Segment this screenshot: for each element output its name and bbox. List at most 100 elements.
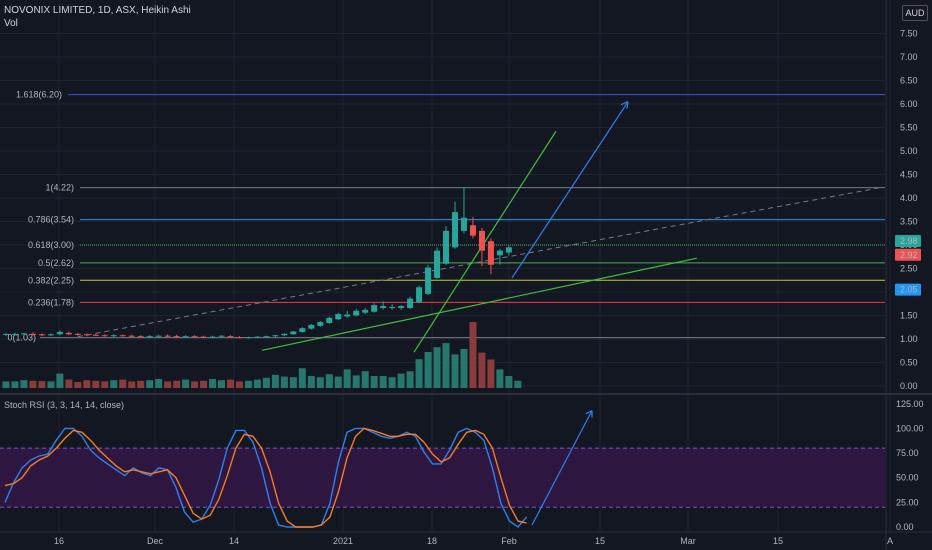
time-tick-label: 15 [595,536,605,546]
fib-label: 0.5(2.62) [38,258,74,268]
volume-bar [289,377,297,388]
candle-body [487,241,494,265]
volume-bar [218,380,226,388]
candle-body [335,314,342,320]
volume-bar [110,380,118,388]
rsi-arrow-head [585,410,593,418]
candle-body [434,250,441,278]
price-tick-label: 3.50 [900,217,918,227]
volume-bar [361,371,369,388]
price-label: 2.92 [900,250,918,260]
rsi-tick-label: 0.00 [896,522,914,532]
volume-bar [65,379,73,388]
candle-body [83,334,90,336]
volume-bar [101,381,109,388]
volume-bar [20,380,28,388]
candle-body [245,337,252,339]
price-label-badge [895,283,921,296]
volume-bar [397,373,405,388]
candle-body [182,336,189,338]
candle-body [469,225,476,236]
time-tick-label: 18 [427,536,437,546]
price-tick-label: 7.00 [900,52,918,62]
volume-bar [379,376,387,388]
candle-body [362,309,369,313]
time-tick-label: Feb [501,536,517,546]
green-support-line [261,257,698,351]
volume-bar [316,377,324,388]
volume-bar [469,322,477,388]
volume-bar [11,381,19,388]
rsi-band [0,448,885,508]
volume-bar [343,369,351,388]
candle-body [344,314,351,317]
price-tick-label: 4.00 [900,193,918,203]
volume-bar [146,380,154,388]
volume-bar [487,359,495,388]
volume-bar [370,376,378,388]
green-steep-line [413,130,557,353]
price-tick-label: 0.50 [900,358,918,368]
price-label: 2.05 [900,285,918,295]
volume-bar [56,373,64,388]
volume-bar [325,374,333,388]
candle-body [290,331,297,335]
currency-button[interactable]: AUD [902,5,928,21]
candle-body [110,335,117,337]
time-tick-label: 16 [54,536,64,546]
candle-body [200,336,207,338]
volume-bar [200,380,208,388]
candle-body [74,333,81,335]
price-tick-label: 0.00 [900,381,918,391]
price-tick-label: 6.00 [900,99,918,109]
candle-body [505,247,512,253]
candle-body [389,307,396,309]
candle-body [398,306,405,308]
candle-body [3,333,9,335]
volume-label: Vol [4,18,18,29]
fib-label: 0.618(3.00) [28,240,74,250]
volume-bar [173,380,181,388]
candle-body [452,212,458,248]
candle-body [371,305,378,312]
volume-bar [433,347,441,388]
volume-bar [352,375,360,388]
candle-body [478,230,485,251]
volume-bar [460,349,468,388]
candle-body [137,336,144,338]
volume-bar [451,354,459,388]
price-label: 2.98 [900,236,918,246]
rsi-tick-label: 125.00 [896,399,924,409]
volume-bar [514,380,522,388]
candle-body [65,332,72,335]
volume-bar [29,380,37,388]
volume-bar [182,379,190,388]
price-tick-label: 5.50 [900,123,918,133]
price-tick-label: 1.00 [900,334,918,344]
chart-title: NOVONIX LIMITED, 1D, ASX, Heikin Ashi [4,5,191,16]
volume-bar [235,381,243,388]
candle-body [119,335,126,337]
volume-bar [209,379,217,388]
price-label-badge [895,234,921,247]
candle-body [47,334,54,336]
candle-body [227,336,234,338]
candle-body [146,336,153,338]
time-tick-label: 2021 [333,536,353,546]
rsi-projection-arrow [531,410,593,526]
rsi-tick-label: 75.00 [896,448,919,458]
candle-body [443,230,450,264]
candle-body [353,310,360,316]
candle-body [101,335,108,337]
candle-body [209,336,216,338]
volume-bar [155,379,163,388]
candle-body [460,217,467,231]
candle-body [416,287,423,303]
volume-bar [128,381,136,388]
time-tick-label: Mar [680,536,696,546]
volume-bar [496,369,504,388]
projection-arrow [511,101,629,279]
time-tick-label: Dec [147,536,164,546]
arrow-head [620,101,629,109]
